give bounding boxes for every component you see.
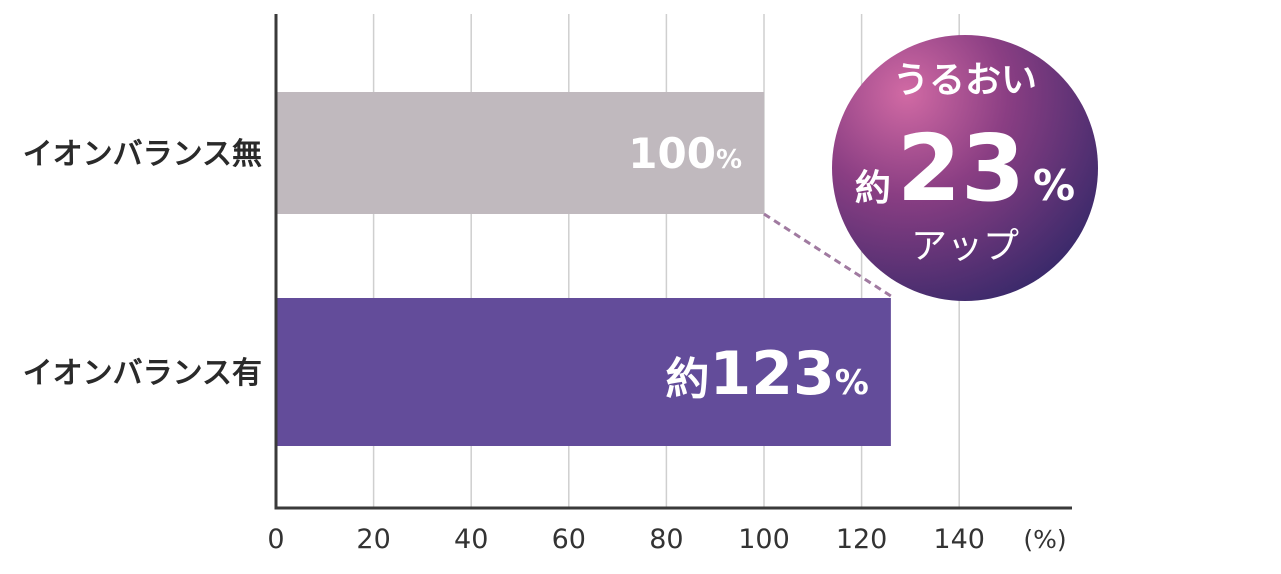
callout-circle: [832, 35, 1098, 301]
callout-unit: %: [1033, 161, 1075, 210]
x-tick-label: 0: [267, 524, 284, 555]
x-tick-label: 80: [649, 524, 683, 555]
x-tick-label: 140: [933, 524, 985, 555]
x-tick-label: 60: [552, 524, 586, 555]
callout-line3: アップ: [911, 226, 1019, 267]
category-label: イオンバランス有: [23, 356, 262, 391]
bars: [276, 92, 891, 446]
callout-number: 23: [897, 115, 1025, 222]
axes: [274, 14, 1072, 510]
data-label-unit: %: [716, 145, 742, 175]
x-tick-label: 100: [738, 524, 790, 555]
callout-prefix: 約: [855, 168, 891, 209]
x-tick-label: 120: [836, 524, 888, 555]
data-label-prefix: 約: [666, 354, 710, 405]
x-tick-label: 40: [454, 524, 488, 555]
bar-with-ion-balance: [276, 298, 891, 446]
data-label-without: 100%: [628, 129, 742, 178]
data-label-unit: %: [835, 363, 869, 403]
bar-without-ion-balance: [276, 92, 764, 214]
category-label: イオンバランス無: [23, 137, 262, 172]
x-tick-label: 20: [356, 524, 390, 555]
callout-value: 約23%: [855, 115, 1075, 222]
connector-dashed-line: [763, 212, 892, 298]
data-label-number: 123: [710, 339, 835, 409]
callout-line1: うるおい: [893, 60, 1037, 101]
x-unit-label: (%): [1023, 525, 1066, 554]
data-label-with: 約123%: [666, 339, 869, 409]
data-label-number: 100: [628, 129, 716, 178]
